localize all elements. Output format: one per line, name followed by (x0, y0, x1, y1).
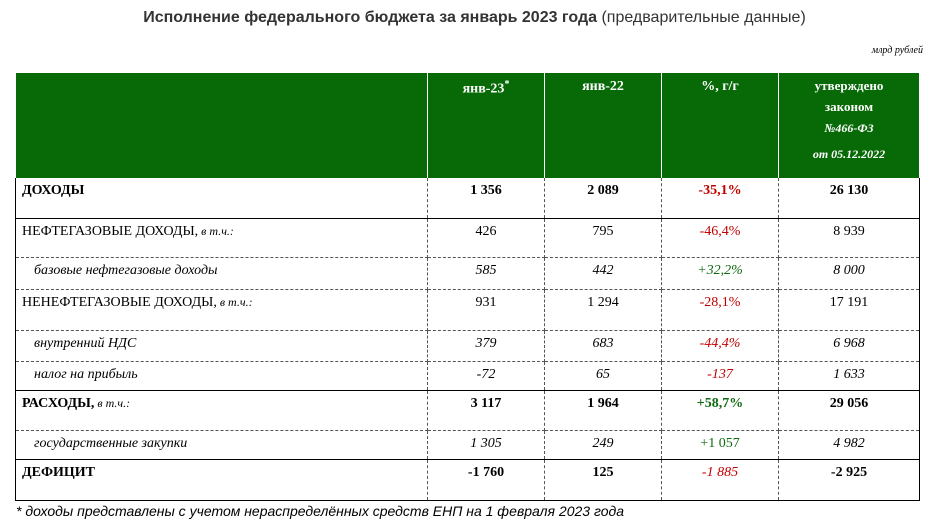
table-row: налог на прибыль -72 65 -137 1 633 (15, 361, 920, 391)
cell-law: 17 191 (778, 289, 920, 331)
cell-jan23: 585 (427, 257, 545, 290)
cell-jan23: -1 760 (427, 459, 545, 501)
cell-jan23: 1 356 (427, 178, 545, 219)
title-main: Исполнение федерального бюджета за январ… (143, 9, 597, 26)
cell-yoy: -137 (661, 361, 779, 391)
title-note: (предварительные данные) (601, 9, 806, 26)
cell-law: 8 939 (778, 218, 920, 258)
unit-label: млрд рублей (871, 45, 923, 56)
table-row: ДЕФИЦИТ -1 760 125 -1 885 -2 925 (15, 459, 920, 501)
cell-law: 29 056 (778, 390, 920, 431)
cell-law: 1 633 (778, 361, 920, 391)
cell-law: 4 982 (778, 430, 920, 460)
cell-yoy: -28,1% (661, 289, 779, 331)
cell-law: -2 925 (778, 459, 920, 501)
cell-yoy: -1 885 (661, 459, 779, 501)
cell-jan22: 1 964 (544, 390, 662, 431)
cell-jan22: 442 (544, 257, 662, 290)
cell-jan22: 2 089 (544, 178, 662, 219)
page-title: Исполнение федерального бюджета за январ… (0, 9, 949, 27)
cell-jan22: 1 294 (544, 289, 662, 331)
cell-law: 8 000 (778, 257, 920, 290)
row-label: ДЕФИЦИТ (15, 459, 428, 501)
header-jan23: янв-23* (427, 73, 545, 178)
cell-jan22: 65 (544, 361, 662, 391)
cell-jan22: 795 (544, 218, 662, 258)
table-header: янв-23* янв-22 %, г/г утверждено законом… (15, 73, 920, 178)
cell-yoy: +58,7% (661, 390, 779, 431)
cell-yoy: +32,2% (661, 257, 779, 290)
table-row: государственные закупки 1 305 249 +1 057… (15, 430, 920, 460)
cell-jan23: 931 (427, 289, 545, 331)
cell-law: 6 968 (778, 330, 920, 362)
footnote-mark: * (504, 79, 510, 90)
row-label: РАСХОДЫ, в т.ч.: (15, 390, 428, 431)
header-law: утверждено законом №466-ФЗ от 05.12.2022 (778, 73, 920, 178)
cell-jan23: 426 (427, 218, 545, 258)
cell-yoy: -44,4% (661, 330, 779, 362)
cell-yoy: -35,1% (661, 178, 779, 219)
cell-yoy: -46,4% (661, 218, 779, 258)
cell-jan22: 683 (544, 330, 662, 362)
row-label: налог на прибыль (15, 361, 428, 391)
cell-jan23: -72 (427, 361, 545, 391)
table-row: РАСХОДЫ, в т.ч.: 3 117 1 964 +58,7% 29 0… (15, 390, 920, 431)
cell-jan22: 125 (544, 459, 662, 501)
header-blank (15, 73, 428, 178)
row-label: внутренний НДС (15, 330, 428, 362)
header-yoy: %, г/г (661, 73, 779, 178)
table-row: внутренний НДС 379 683 -44,4% 6 968 (15, 330, 920, 362)
budget-table: янв-23* янв-22 %, г/г утверждено законом… (15, 73, 920, 501)
footnote: * доходы представлены с учетом нераспред… (16, 503, 625, 519)
table-row: ДОХОДЫ 1 356 2 089 -35,1% 26 130 (15, 178, 920, 219)
cell-yoy: +1 057 (661, 430, 779, 460)
cell-jan22: 249 (544, 430, 662, 460)
cell-jan23: 1 305 (427, 430, 545, 460)
table-row: НЕФТЕГАЗОВЫЕ ДОХОДЫ, в т.ч.: 426 795 -46… (15, 218, 920, 258)
row-label: ДОХОДЫ (15, 178, 428, 219)
cell-jan23: 379 (427, 330, 545, 362)
table-row: НЕНЕФТЕГАЗОВЫЕ ДОХОДЫ, в т.ч.: 931 1 294… (15, 289, 920, 331)
header-jan22: янв-22 (544, 73, 662, 178)
cell-law: 26 130 (778, 178, 920, 219)
row-label: базовые нефтегазовые доходы (15, 257, 428, 290)
row-label: государственные закупки (15, 430, 428, 460)
row-label: НЕФТЕГАЗОВЫЕ ДОХОДЫ, в т.ч.: (15, 218, 428, 258)
row-label: НЕНЕФТЕГАЗОВЫЕ ДОХОДЫ, в т.ч.: (15, 289, 428, 331)
table-row: базовые нефтегазовые доходы 585 442 +32,… (15, 257, 920, 290)
cell-jan23: 3 117 (427, 390, 545, 431)
